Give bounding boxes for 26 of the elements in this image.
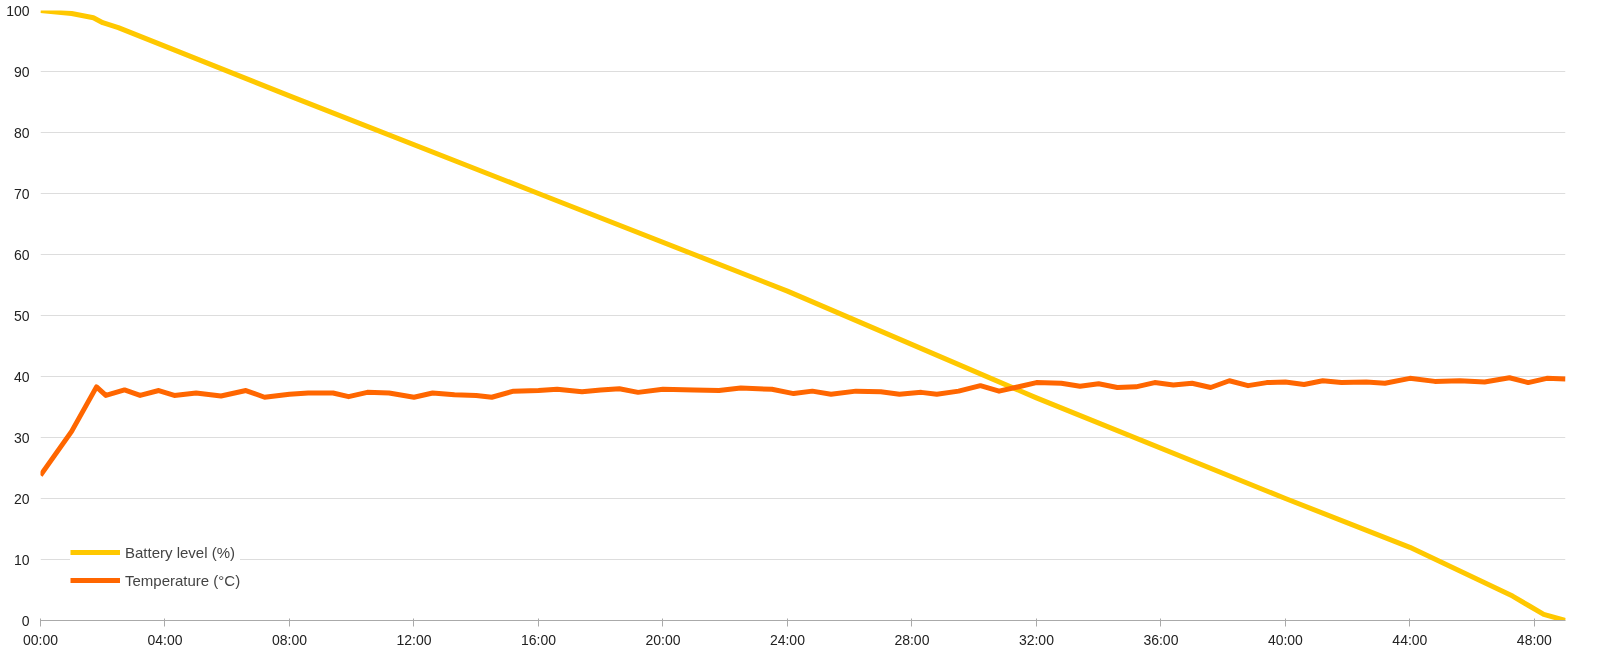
y-tick-label: 40	[13, 368, 30, 385]
y-tick-label: 50	[13, 307, 30, 324]
x-tick-label: 08:00	[271, 631, 308, 648]
legend-label: Battery level (%)	[125, 543, 236, 561]
y-tick-label: 100	[6, 2, 30, 19]
y-tick-label: 90	[13, 63, 30, 80]
x-tick-label: 40:00	[1267, 631, 1304, 648]
x-tick-label: 32:00	[1018, 631, 1055, 648]
y-tick-label: 70	[13, 185, 30, 202]
y-tick-label: 60	[13, 246, 30, 263]
y-tick-label: 30	[13, 429, 30, 446]
legend-label: Temperature (°C)	[125, 571, 241, 589]
x-tick-label: 12:00	[396, 631, 432, 648]
x-tick-label: 16:00	[520, 631, 557, 648]
x-tick-label: 36:00	[1143, 631, 1179, 648]
y-tick-label: 10	[13, 551, 30, 568]
y-tick-label: 80	[13, 124, 30, 141]
x-tick-label: 48:00	[1516, 631, 1553, 648]
x-tick-label: 44:00	[1392, 631, 1428, 648]
x-tick-label: 24:00	[769, 631, 806, 648]
x-tick-label: 20:00	[645, 631, 681, 648]
y-tick-label: 0	[21, 612, 30, 629]
x-tick-label: 28:00	[894, 631, 930, 648]
y-tick-label: 20	[13, 490, 30, 507]
x-tick-label: 00:00	[22, 631, 59, 648]
x-tick-label: 04:00	[147, 631, 183, 648]
